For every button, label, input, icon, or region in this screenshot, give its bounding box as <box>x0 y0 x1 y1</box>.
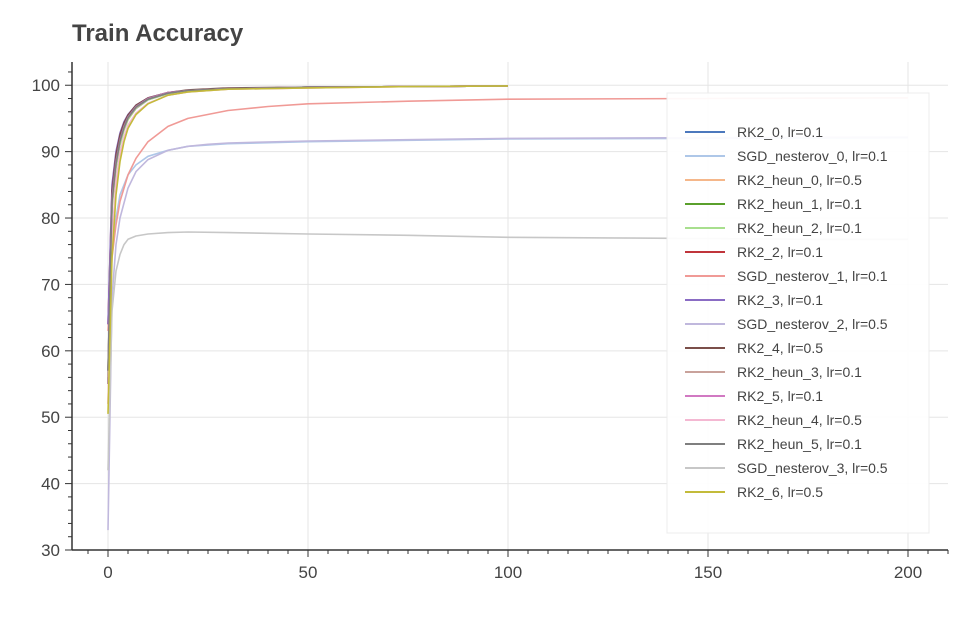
legend-label: RK2_4, lr=0.5 <box>737 340 823 356</box>
legend-label: RK2_5, lr=0.1 <box>737 388 823 404</box>
y-tick-label: 50 <box>41 408 60 427</box>
series-line-6 <box>107 97 909 331</box>
series-line-8 <box>107 136 909 531</box>
y-tick-label: 40 <box>41 475 60 494</box>
x-tick-label: 50 <box>299 563 318 582</box>
legend-label: SGD_nesterov_3, lr=0.5 <box>737 460 888 476</box>
series-line-15 <box>107 85 509 414</box>
y-tick-label: 80 <box>41 209 60 228</box>
legend-label: SGD_nesterov_2, lr=0.5 <box>737 316 888 332</box>
legend-label: RK2_heun_3, lr=0.1 <box>737 364 862 380</box>
legend-box <box>666 92 930 534</box>
legend-label: RK2_heun_0, lr=0.5 <box>737 172 862 188</box>
legend-label: RK2_heun_2, lr=0.1 <box>737 220 862 236</box>
y-tick-label: 70 <box>41 275 60 294</box>
x-tick-label: 150 <box>694 563 722 582</box>
legend-label: RK2_heun_5, lr=0.1 <box>737 436 862 452</box>
x-tick-label: 200 <box>894 563 922 582</box>
x-tick-label: 0 <box>103 563 112 582</box>
y-tick-label: 90 <box>41 143 60 162</box>
series-line-14 <box>107 231 908 471</box>
y-tick-label: 100 <box>32 76 60 95</box>
y-tick-label: 30 <box>41 541 60 560</box>
axes: 30 40 50 60 70 80 90 100 0 50 100 150 200 <box>32 62 949 582</box>
legend-label: RK2_heun_1, lr=0.1 <box>737 196 862 212</box>
legend-label: RK2_heun_4, lr=0.5 <box>737 412 862 428</box>
chart-title: Train Accuracy <box>72 20 244 47</box>
legend-label: RK2_0, lr=0.1 <box>737 124 823 140</box>
legend: RK2_0, lr=0.1 SGD_nesterov_0, lr=0.1 RK2_h… <box>666 92 930 534</box>
legend-label: SGD_nesterov_0, lr=0.1 <box>737 148 888 164</box>
legend-label: RK2_6, lr=0.5 <box>737 484 823 500</box>
legend-label: RK2_3, lr=0.1 <box>737 292 823 308</box>
series-lines <box>107 85 909 531</box>
y-tick-label: 60 <box>41 342 60 361</box>
x-tick-label: 100 <box>494 563 522 582</box>
legend-label: RK2_2, lr=0.1 <box>737 244 823 260</box>
legend-label: SGD_nesterov_1, lr=0.1 <box>737 268 888 284</box>
